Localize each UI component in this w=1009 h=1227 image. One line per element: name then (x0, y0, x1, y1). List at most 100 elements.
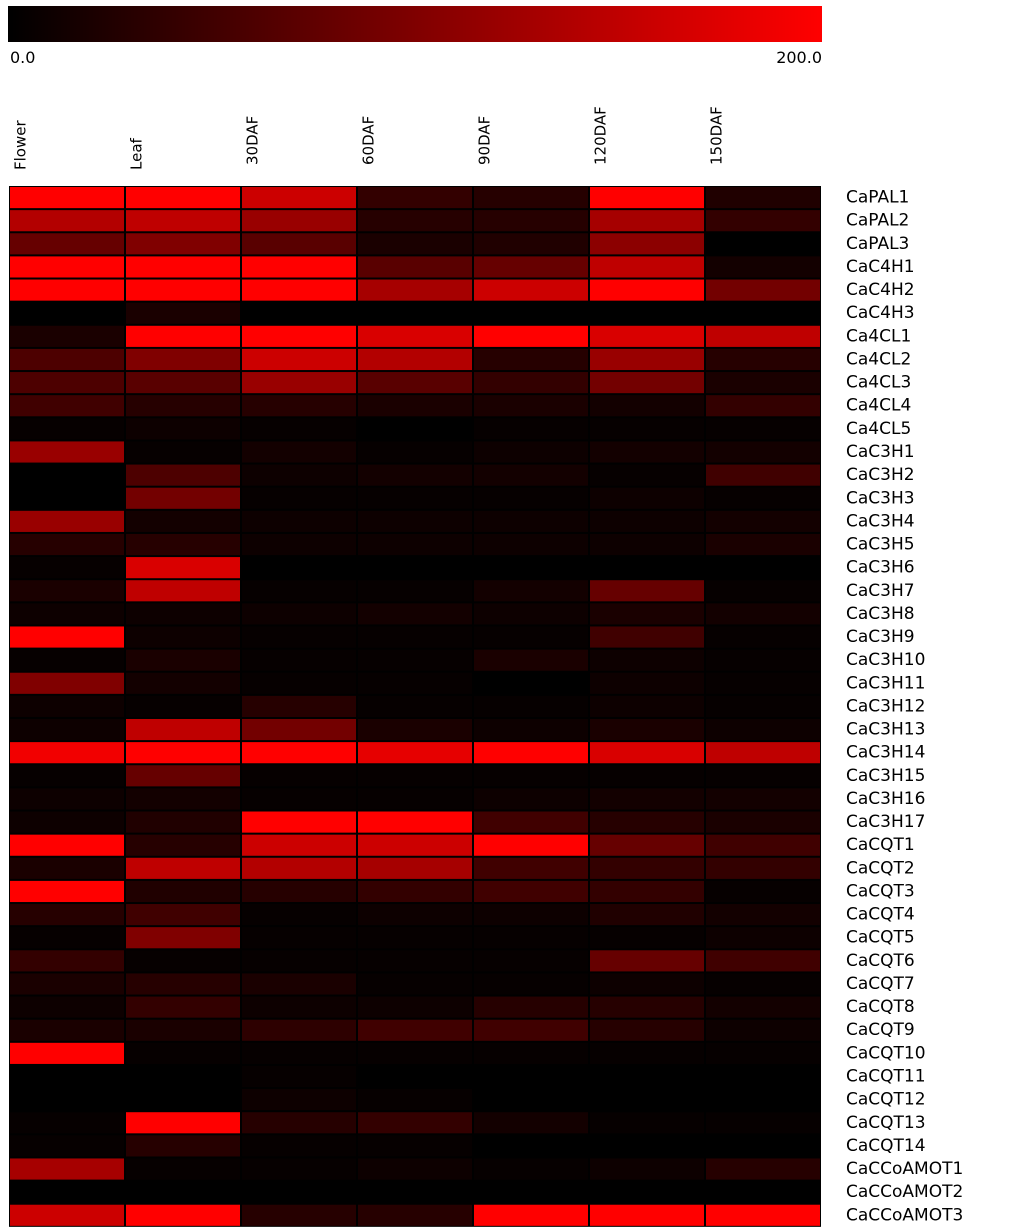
heatmap-cell-cac3h13-60daf (358, 718, 472, 741)
heatmap-cell-caccoamot1-flower (10, 1158, 124, 1180)
heatmap-cell-cacqt13-flower (10, 1112, 124, 1134)
heatmap-cell-cacqt4-leaf (126, 904, 240, 926)
heatmap-cell-caccoamot3-150daf (706, 1204, 820, 1226)
heatmap-cell-cac3h14-flower (10, 742, 124, 764)
heatmap-cell-cac3h2-90daf (474, 464, 588, 486)
heatmap-cell-cac3h14-30daf (242, 742, 356, 764)
heatmap-cell-capal2-leaf (126, 210, 240, 232)
row-label-cac3h13: CaC3H13 (846, 720, 925, 740)
heatmap-cell-cac4h3-60daf (358, 302, 472, 324)
heatmap-cell-cac3h1-30daf (242, 441, 356, 463)
heatmap-cell-ca4cl2-150daf (706, 348, 820, 371)
heatmap-cell-ca4cl3-leaf (126, 372, 240, 394)
column-labels: Flower Leaf 30DAF 60DAF 90DAF 120DAF 150DAF (12, 106, 726, 170)
heatmap-cell-cac3h6-30daf (242, 557, 356, 579)
heatmap-cell-cac3h5-leaf (126, 533, 240, 556)
heatmap-cell-cacqt1-leaf (126, 834, 240, 856)
row-label-cac4h2: CaC4H2 (846, 280, 915, 300)
heatmap-cell-cacqt5-flower (10, 927, 124, 949)
heatmap-cell-cac3h2-leaf (126, 464, 240, 486)
heatmap-cell-caccoamot3-120daf (590, 1204, 704, 1226)
heatmap-cell-cac3h9-30daf (242, 626, 356, 648)
heatmap-cell-cac3h16-150daf (706, 788, 820, 810)
heatmap-cell-caccoamot3-30daf (242, 1204, 356, 1226)
row-label-cac3h5: CaC3H5 (846, 535, 915, 555)
heatmap-cell-ca4cl4-150daf (706, 395, 820, 417)
heatmap-cell-cacqt9-120daf (590, 1019, 704, 1041)
heatmap-cell-cac3h13-30daf (242, 718, 356, 741)
heatmap-cell-caccoamot3-60daf (358, 1204, 472, 1226)
heatmap-cell-ca4cl5-150daf (706, 418, 820, 440)
heatmap-cell-cac3h2-30daf (242, 464, 356, 486)
row-label-cac4h3: CaC4H3 (846, 303, 915, 323)
row-label-cacqt14: CaCQT14 (846, 1136, 926, 1156)
heatmap-cell-cac3h12-leaf (126, 695, 240, 717)
heatmap-cell-cac4h1-leaf (126, 256, 240, 278)
heatmap-cell-ca4cl5-60daf (358, 418, 472, 440)
heatmap-cell-cac3h8-60daf (358, 603, 472, 625)
heatmap-cell-cacqt2-120daf (590, 857, 704, 879)
heatmap-cell-cacqt6-150daf (706, 950, 820, 972)
heatmap-cell-ca4cl3-60daf (358, 372, 472, 394)
heatmap-cell-cac3h12-120daf (590, 695, 704, 717)
heatmap-cell-cac3h3-120daf (590, 487, 704, 509)
row-label-cac3h12: CaC3H12 (846, 696, 925, 716)
heatmap-cell-cac3h5-flower (10, 533, 124, 556)
heatmap-cell-cac3h15-120daf (590, 765, 704, 787)
heatmap-cell-cac3h17-120daf (590, 811, 704, 833)
heatmap-cell-capal3-60daf (358, 233, 472, 255)
heatmap-cell-cacqt6-30daf (242, 950, 356, 972)
heatmap-cell-ca4cl4-60daf (358, 395, 472, 417)
heatmap-cell-ca4cl1-90daf (474, 325, 588, 347)
heatmap-cell-cacqt3-leaf (126, 880, 240, 903)
heatmap-cell-cac3h8-30daf (242, 603, 356, 625)
heatmap-cell-cacqt7-60daf (358, 973, 472, 995)
heatmap-cell-cacqt4-30daf (242, 904, 356, 926)
heatmap-cell-caccoamot2-60daf (358, 1181, 472, 1203)
heatmap-cell-cac4h1-30daf (242, 256, 356, 278)
heatmap-cell-cac3h6-60daf (358, 557, 472, 579)
heatmap-cell-capal1-90daf (474, 187, 588, 209)
heatmap-cell-cacqt13-leaf (126, 1112, 240, 1134)
row-label-cac3h4: CaC3H4 (846, 511, 915, 531)
heatmap-cell-cac3h1-120daf (590, 441, 704, 463)
heatmap-cell-capal1-120daf (590, 187, 704, 209)
row-label-cac3h3: CaC3H3 (846, 488, 915, 508)
heatmap-cell-caccoamot3-leaf (126, 1204, 240, 1226)
row-label-cacqt11: CaCQT11 (846, 1067, 926, 1087)
heatmap-cell-cac3h12-flower (10, 695, 124, 717)
heatmap-cell-caccoamot1-150daf (706, 1158, 820, 1180)
heatmap-cell-cac3h1-90daf (474, 441, 588, 463)
row-label-cacqt2: CaCQT2 (846, 858, 915, 878)
heatmap-cell-cac3h6-150daf (706, 557, 820, 579)
heatmap-cell-cac3h15-flower (10, 765, 124, 787)
column-label-30daf: 30DAF (244, 116, 262, 165)
heatmap-cell-caccoamot1-60daf (358, 1158, 472, 1180)
heatmap-cell-cac3h17-90daf (474, 811, 588, 833)
heatmap-cell-ca4cl2-60daf (358, 348, 472, 371)
heatmap-cell-cac3h5-90daf (474, 533, 588, 556)
heatmap-cell-capal3-120daf (590, 233, 704, 255)
heatmap-cell-capal2-flower (10, 210, 124, 232)
heatmap-cell-cac3h1-flower (10, 441, 124, 463)
heatmap-cell-cacqt8-30daf (242, 996, 356, 1018)
heatmap-cell-cac3h7-leaf (126, 580, 240, 602)
heatmap-cell-ca4cl1-leaf (126, 325, 240, 347)
heatmap-cell-ca4cl5-flower (10, 418, 124, 440)
heatmap-cell-ca4cl3-30daf (242, 372, 356, 394)
row-label-cacqt7: CaCQT7 (846, 974, 915, 994)
heatmap-cell-cac4h3-120daf (590, 302, 704, 324)
heatmap-cell-capal3-flower (10, 233, 124, 255)
row-label-cac3h9: CaC3H9 (846, 627, 915, 647)
heatmap-cell-cacqt14-30daf (242, 1135, 356, 1157)
heatmap-cell-capal2-120daf (590, 210, 704, 232)
heatmap-cell-cac3h3-150daf (706, 487, 820, 509)
heatmap-cell-cacqt2-30daf (242, 857, 356, 879)
heatmap-cell-cacqt11-90daf (474, 1065, 588, 1088)
heatmap-cell-cac3h5-60daf (358, 533, 472, 556)
heatmap-cell-cac3h4-150daf (706, 510, 820, 532)
heatmap-cell-cac3h2-60daf (358, 464, 472, 486)
heatmap-cell-cacqt3-120daf (590, 880, 704, 903)
heatmap-cell-cac4h2-30daf (242, 279, 356, 301)
heatmap-cell-cacqt1-flower (10, 834, 124, 856)
